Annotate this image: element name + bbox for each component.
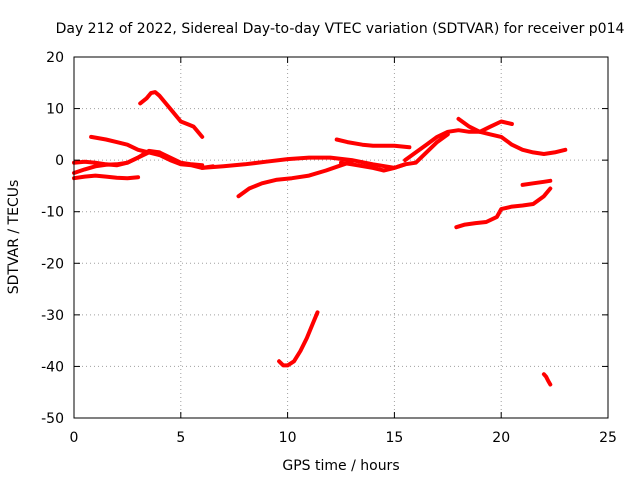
- series-arc-13: [454, 186, 553, 230]
- series-arc-12: [456, 116, 568, 156]
- x-tick-label: 20: [492, 430, 510, 446]
- y-tick-label: -40: [41, 359, 64, 375]
- grid-lines: [74, 57, 608, 418]
- y-tick-label: 0: [55, 153, 64, 169]
- x-tick-label: 0: [70, 430, 79, 446]
- chart-title: Day 212 of 2022, Sidereal Day-to-day VTE…: [56, 21, 625, 37]
- series-arc-10: [334, 137, 412, 150]
- series-arc-15: [541, 372, 553, 387]
- y-tick-label: 20: [46, 50, 64, 66]
- series-arc-14: [520, 178, 553, 187]
- series-arc-9: [339, 132, 450, 173]
- series-arc-8: [277, 310, 320, 368]
- series-arc-4: [89, 134, 205, 168]
- x-tick-label: 15: [385, 430, 403, 446]
- x-tick-label: 10: [279, 430, 297, 446]
- x-tick-label: 5: [176, 430, 185, 446]
- y-tick-label: -20: [41, 256, 64, 272]
- series-arc-7: [236, 159, 354, 199]
- plot-frame: [73, 56, 609, 419]
- y-tick-label: -30: [41, 308, 64, 324]
- y-tick-label: 10: [46, 102, 64, 118]
- series-arc-5: [138, 90, 205, 139]
- y-tick-label: -50: [41, 411, 64, 427]
- x-tick-label: 25: [599, 430, 617, 446]
- x-axis-label: GPS time / hours: [282, 458, 399, 474]
- series-arc-6: [200, 155, 408, 170]
- y-tick-label: -10: [41, 205, 64, 221]
- series-arc-11: [403, 119, 514, 163]
- axis-ticks: 0 5 10 15 20 25 -50 -40 -30 -20 -10 0 10 20: [41, 50, 617, 446]
- data-series: [72, 90, 568, 387]
- y-axis-label: SDTVAR / TECUs: [6, 180, 22, 295]
- series-arc-2: [72, 173, 141, 181]
